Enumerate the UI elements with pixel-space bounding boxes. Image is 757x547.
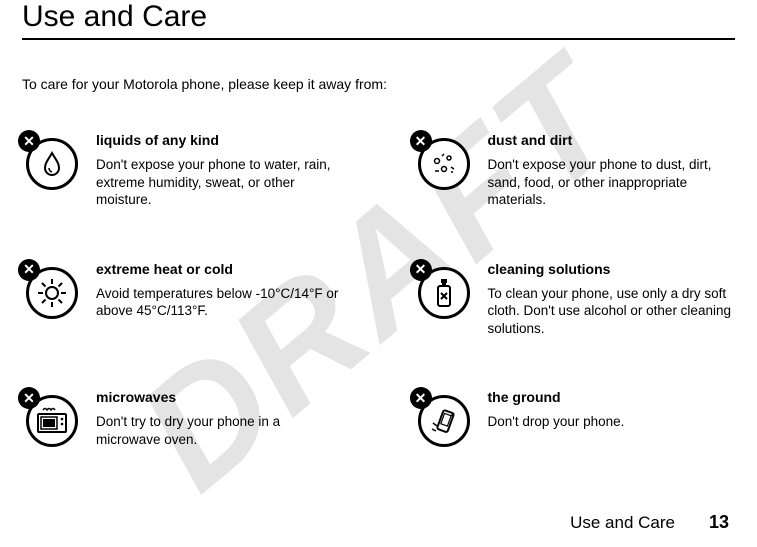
icon-wrap: ✕: [414, 132, 470, 188]
item-title: cleaning solutions: [488, 261, 736, 277]
item-title: microwaves: [96, 389, 344, 405]
icon-wrap: ✕: [22, 261, 78, 317]
care-item: ✕ the ground Don't drop your phone.: [414, 389, 736, 448]
icon-wrap: ✕: [22, 389, 78, 445]
icon-wrap: ✕: [414, 389, 470, 445]
care-item: ✕ liquids of any kind Don't expose your …: [22, 132, 344, 209]
item-title: the ground: [488, 389, 736, 405]
x-badge-icon: ✕: [18, 259, 40, 281]
care-grid: ✕ liquids of any kind Don't expose your …: [22, 132, 735, 448]
icon-wrap: ✕: [22, 132, 78, 188]
x-badge-icon: ✕: [410, 130, 432, 152]
item-body: Don't expose your phone to water, rain, …: [96, 156, 344, 209]
item-body: Don't try to dry your phone in a microwa…: [96, 413, 344, 448]
care-item: ✕ cleaning solutions To clean your phone…: [414, 261, 736, 338]
item-body: Avoid temperatures below -10°C/14°F or a…: [96, 285, 344, 320]
footer-title: Use and Care: [570, 513, 675, 533]
x-badge-icon: ✕: [410, 387, 432, 409]
page-footer: Use and Care 13: [570, 512, 729, 533]
care-item: ✕ extreme heat or cold Avoid temperature…: [22, 261, 344, 338]
x-badge-icon: ✕: [410, 259, 432, 281]
item-title: extreme heat or cold: [96, 261, 344, 277]
care-item: ✕ microwaves Don't try to dry your phone…: [22, 389, 344, 448]
care-item: ✕ dust and dirt Don't expose your phone …: [414, 132, 736, 209]
x-badge-icon: ✕: [18, 130, 40, 152]
item-title: dust and dirt: [488, 132, 736, 148]
page-content: Use and Care To care for your Motorola p…: [0, 0, 757, 448]
item-body: Don't drop your phone.: [488, 413, 736, 431]
intro-text: To care for your Motorola phone, please …: [22, 76, 735, 92]
item-body: Don't expose your phone to dust, dirt, s…: [488, 156, 736, 209]
icon-wrap: ✕: [414, 261, 470, 317]
page-number: 13: [709, 512, 729, 533]
item-body: To clean your phone, use only a dry soft…: [488, 285, 736, 338]
page-title: Use and Care: [22, 0, 735, 40]
item-title: liquids of any kind: [96, 132, 344, 148]
